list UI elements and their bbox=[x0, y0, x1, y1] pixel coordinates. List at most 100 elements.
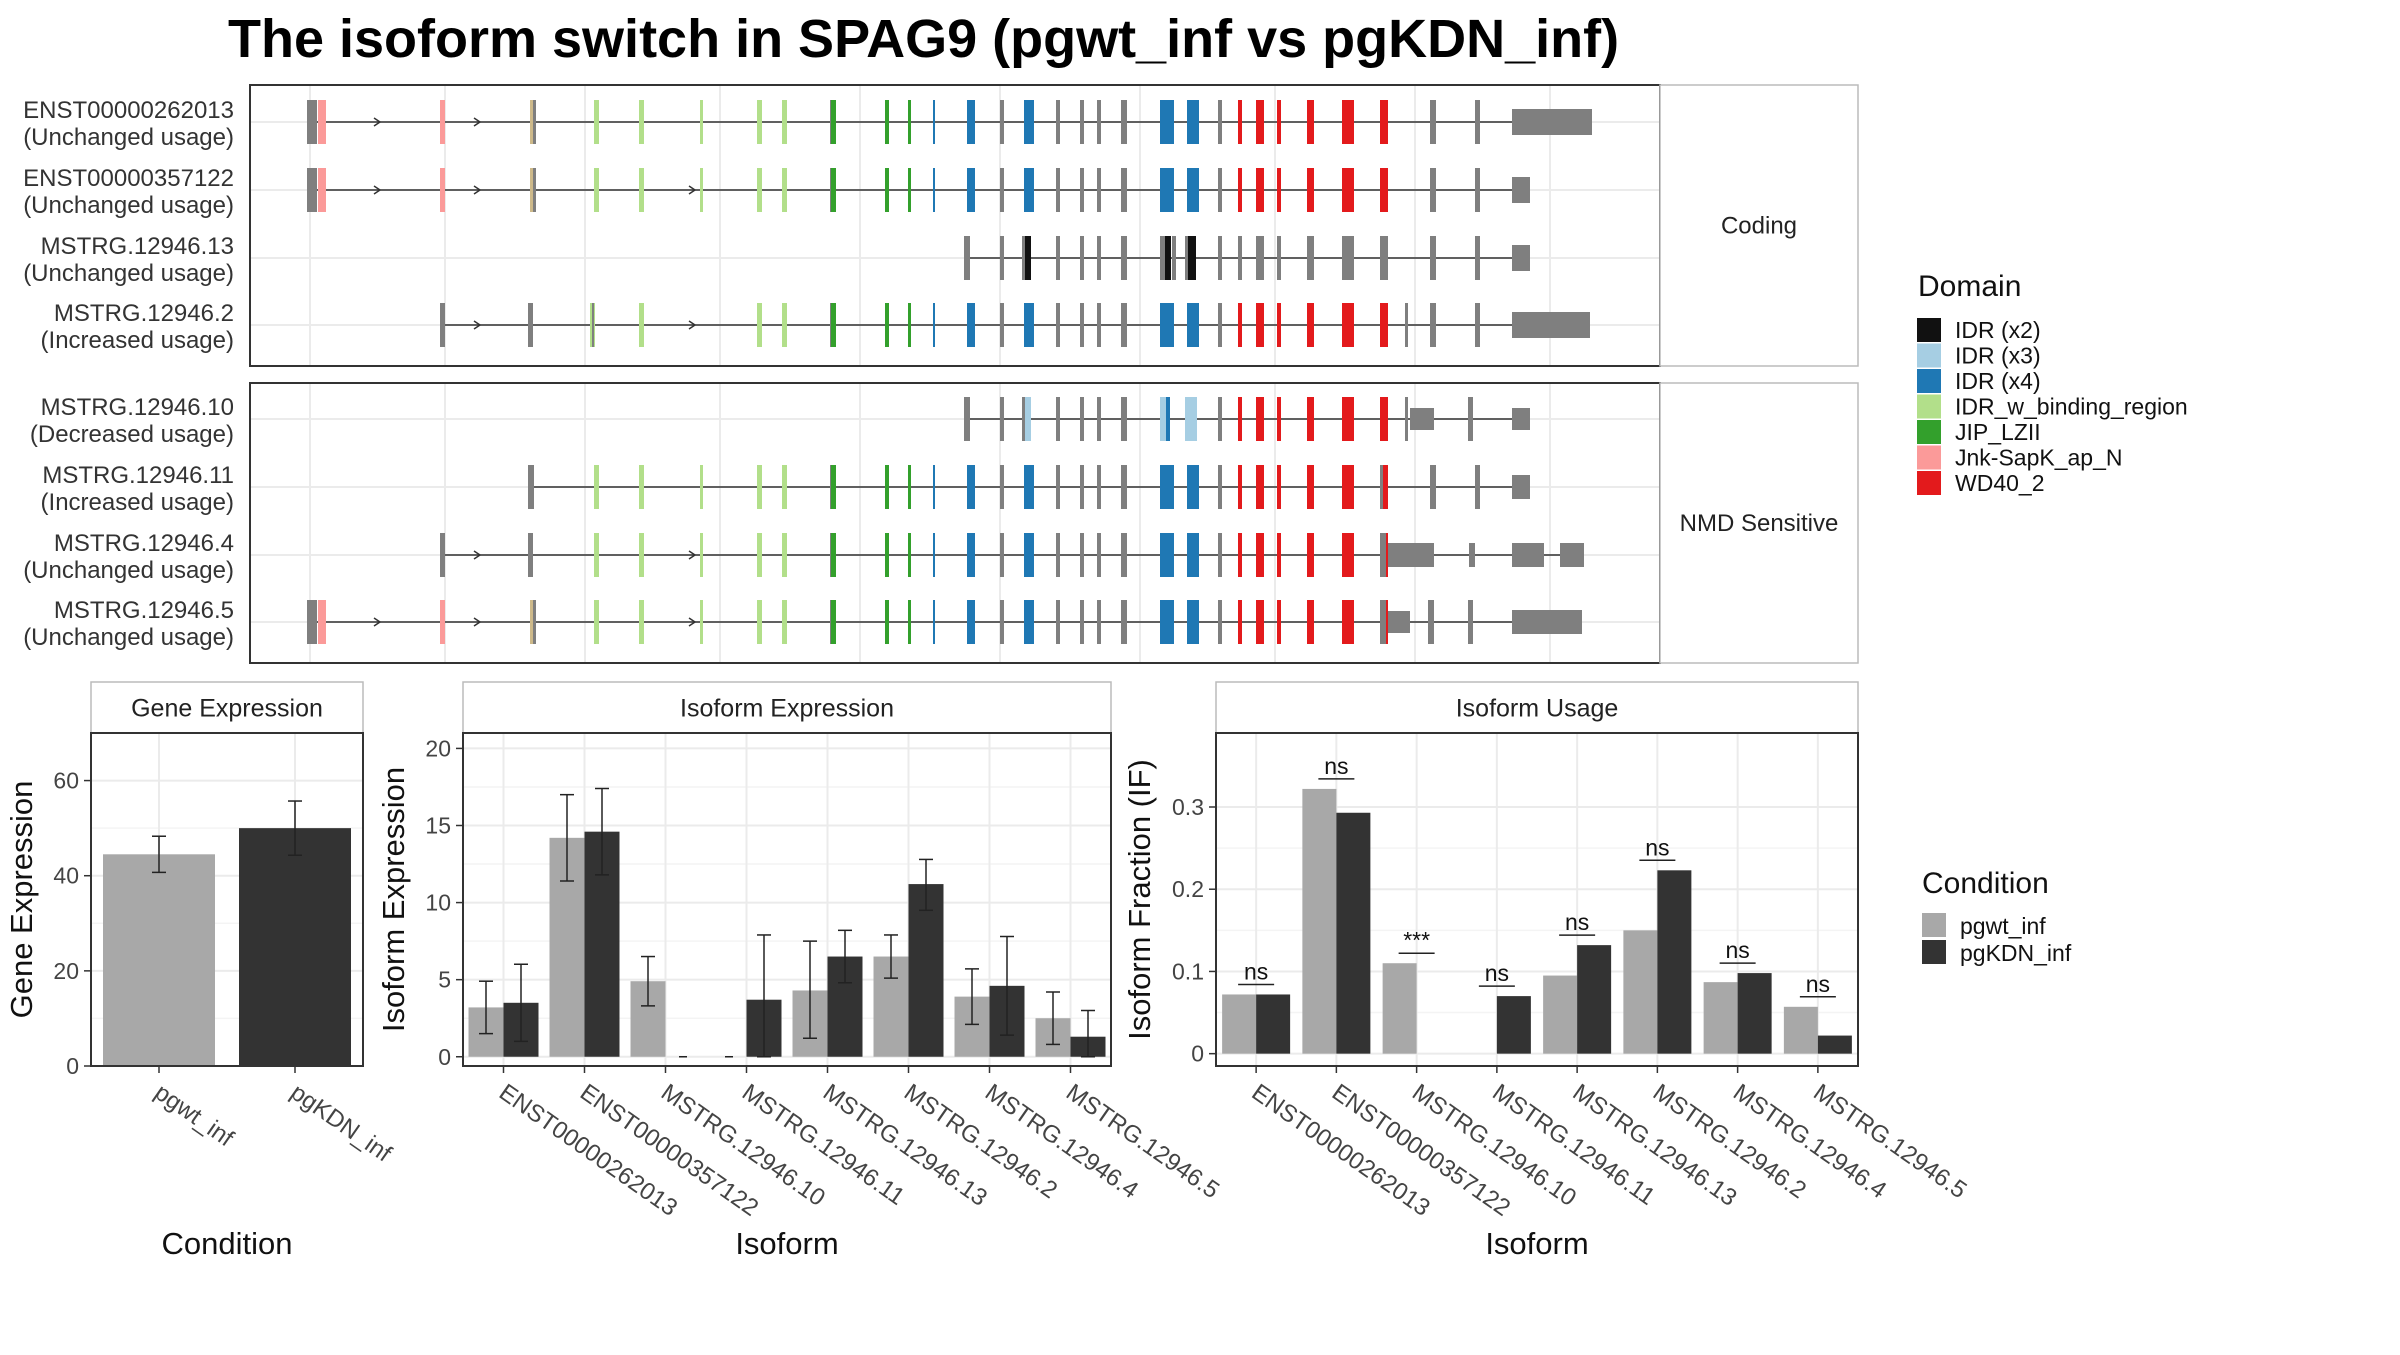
exon bbox=[1307, 397, 1314, 441]
exon bbox=[1188, 236, 1196, 280]
isoform-label-name: MSTRG.12946.2 bbox=[54, 300, 234, 327]
exon bbox=[1000, 465, 1004, 509]
exon bbox=[757, 168, 762, 212]
exon bbox=[594, 533, 599, 577]
y-tick-label: 0.2 bbox=[1172, 876, 1204, 902]
exon bbox=[1307, 236, 1314, 280]
exon bbox=[1121, 600, 1127, 644]
y-axis-title: Isoform Expression bbox=[376, 767, 411, 1032]
y-tick-label: 0 bbox=[438, 1044, 451, 1070]
exon bbox=[639, 303, 644, 347]
exon bbox=[639, 168, 644, 212]
exon bbox=[1000, 397, 1004, 441]
exon bbox=[530, 600, 533, 644]
significance-label: ns bbox=[1645, 834, 1669, 860]
exon bbox=[833, 533, 836, 577]
exon bbox=[1238, 533, 1242, 577]
exon bbox=[1160, 168, 1174, 212]
exon bbox=[1475, 236, 1480, 280]
y-tick-label: 5 bbox=[438, 967, 451, 993]
exon bbox=[1512, 543, 1544, 567]
exon bbox=[933, 303, 935, 347]
exon bbox=[530, 168, 533, 212]
exon bbox=[1430, 465, 1436, 509]
exon bbox=[528, 465, 534, 509]
exon bbox=[1512, 312, 1590, 338]
exon bbox=[1056, 168, 1060, 212]
transcript-track-7 bbox=[307, 600, 1582, 644]
exon bbox=[1307, 100, 1314, 144]
condition-legend-swatch bbox=[1922, 913, 1946, 937]
strand-arrow bbox=[473, 617, 482, 627]
exon bbox=[1187, 303, 1199, 347]
exon bbox=[700, 465, 703, 509]
exon bbox=[1097, 465, 1101, 509]
transcript-track-0 bbox=[307, 100, 1592, 144]
exon bbox=[757, 533, 762, 577]
bar bbox=[1817, 1035, 1852, 1054]
exon bbox=[933, 533, 935, 577]
domain-legend-swatch bbox=[1917, 445, 1941, 470]
exon bbox=[1277, 236, 1281, 280]
transcript-track-1 bbox=[307, 168, 1530, 212]
strand-arrow bbox=[473, 320, 482, 330]
exon bbox=[639, 533, 644, 577]
chart-title: Gene Expression bbox=[131, 695, 323, 723]
exon bbox=[782, 533, 787, 577]
strand-arrow bbox=[373, 617, 382, 627]
facet-strip bbox=[1659, 382, 1859, 664]
exon bbox=[1160, 465, 1174, 509]
transcript-track-5 bbox=[528, 465, 1530, 509]
exon bbox=[1512, 109, 1592, 135]
exon bbox=[967, 465, 975, 509]
domain-legend-swatch bbox=[1917, 394, 1941, 419]
exon bbox=[964, 397, 970, 441]
isoform-label-name: MSTRG.12946.5 bbox=[54, 597, 234, 624]
exon bbox=[1097, 397, 1101, 441]
exon bbox=[1080, 397, 1084, 441]
exon bbox=[833, 600, 836, 644]
exon bbox=[1160, 303, 1174, 347]
exon bbox=[1056, 100, 1060, 144]
exon bbox=[1187, 168, 1199, 212]
exon bbox=[1512, 177, 1530, 203]
exon bbox=[1238, 600, 1242, 644]
isoform-label-name: MSTRG.12946.4 bbox=[54, 530, 234, 557]
exon bbox=[533, 100, 536, 144]
exon bbox=[967, 600, 975, 644]
bar bbox=[1737, 973, 1772, 1054]
exon bbox=[1121, 533, 1127, 577]
exon bbox=[833, 168, 836, 212]
chart-panel-border bbox=[462, 732, 1112, 1067]
exon bbox=[1080, 600, 1084, 644]
domain-legend-swatch bbox=[1917, 318, 1941, 342]
exon bbox=[1380, 465, 1383, 509]
exon bbox=[307, 168, 317, 212]
significance-label: ns bbox=[1565, 909, 1589, 935]
exon bbox=[1256, 533, 1264, 577]
exon bbox=[1121, 168, 1127, 212]
exon bbox=[700, 533, 703, 577]
exon bbox=[594, 600, 599, 644]
exon bbox=[908, 303, 911, 347]
exon bbox=[1342, 168, 1354, 212]
transcript-track-3 bbox=[440, 303, 1590, 347]
exon bbox=[318, 100, 326, 144]
domain-legend-label: IDR_w_binding_region bbox=[1955, 394, 2188, 420]
exon bbox=[1277, 533, 1281, 577]
domain-legend-label: WD40_2 bbox=[1955, 470, 2044, 496]
bar bbox=[239, 828, 351, 1066]
exon bbox=[1256, 397, 1264, 441]
exon bbox=[440, 100, 445, 144]
exon bbox=[1160, 236, 1166, 280]
exon bbox=[885, 465, 889, 509]
exon bbox=[1430, 303, 1436, 347]
isoform-label-name: MSTRG.12946.10 bbox=[41, 394, 234, 421]
exon bbox=[1428, 600, 1434, 644]
strand-arrow bbox=[473, 550, 482, 560]
exon bbox=[1277, 168, 1281, 212]
exon bbox=[757, 600, 762, 644]
exon bbox=[1056, 303, 1060, 347]
domain-legend-label: IDR (x3) bbox=[1955, 343, 2041, 369]
